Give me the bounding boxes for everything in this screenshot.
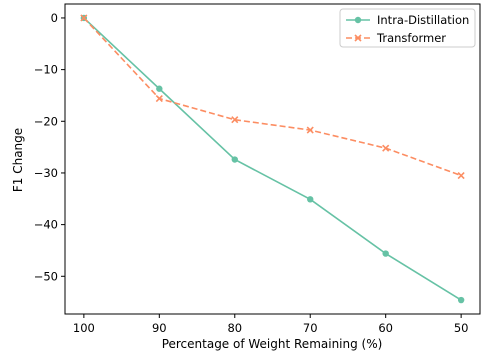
data-point-intra-distillation: [457, 296, 465, 304]
x-tick-label: 80: [227, 321, 242, 335]
plot-frame: [64, 3, 481, 315]
series-line-transformer: [83, 17, 462, 177]
plot-border: [64, 3, 481, 315]
y-axis-label: F1 Change: [11, 128, 25, 192]
series-intra-distillation: [80, 14, 465, 304]
data-point-transformer: [155, 94, 163, 103]
legend-box: [339, 8, 476, 48]
series-transformer: [80, 14, 465, 180]
legend-label-transformer: Transformer: [376, 31, 446, 45]
y-tick-label: −20: [34, 114, 58, 128]
x-marker-stroke: [80, 14, 88, 22]
data-point-intra-distillation: [382, 250, 389, 257]
x-tick-label: 60: [378, 321, 393, 335]
x-marker-stroke: [457, 171, 465, 180]
x-tick-label: 90: [152, 321, 167, 335]
data-point-transformer: [231, 116, 239, 124]
x-marker-stroke: [354, 34, 362, 42]
data-point-transformer: [457, 171, 465, 180]
x-tick-label: 70: [303, 321, 318, 335]
x-marker-stroke: [155, 94, 163, 103]
legend-marker-transformer: [354, 34, 362, 42]
legend-label-intra-distillation: Intra-Distillation: [377, 13, 469, 27]
y-axis: 0 −10 −20 −30 −40 −50: [34, 11, 65, 283]
x-tick-label: 100: [73, 321, 95, 335]
x-tick-label: 50: [454, 321, 469, 335]
x-marker-stroke: [231, 116, 239, 124]
data-point-intra-distillation: [231, 156, 238, 163]
x-marker-stroke: [306, 126, 314, 134]
series-line-intra-distillation: [83, 17, 462, 301]
data-point-intra-distillation: [156, 85, 163, 92]
series-layer: [80, 14, 465, 304]
x-axis-label: Percentage of Weight Remaining (%): [162, 337, 383, 351]
y-tick-label: 0: [51, 11, 58, 25]
data-point-transformer: [80, 14, 88, 22]
y-tick-label: −10: [34, 63, 58, 77]
legend-marker-intra-distillation: [354, 16, 362, 24]
data-point-intra-distillation: [307, 196, 314, 203]
x-axis: 100 90 80 70 60 50: [73, 314, 469, 335]
data-point-transformer: [382, 144, 390, 152]
y-tick-label: −50: [34, 269, 58, 283]
y-tick-label: −30: [34, 166, 58, 180]
x-marker-stroke: [382, 144, 390, 152]
data-point-transformer: [306, 126, 314, 134]
y-tick-label: −40: [34, 218, 58, 232]
legend: Intra-Distillation Transformer: [339, 8, 476, 48]
